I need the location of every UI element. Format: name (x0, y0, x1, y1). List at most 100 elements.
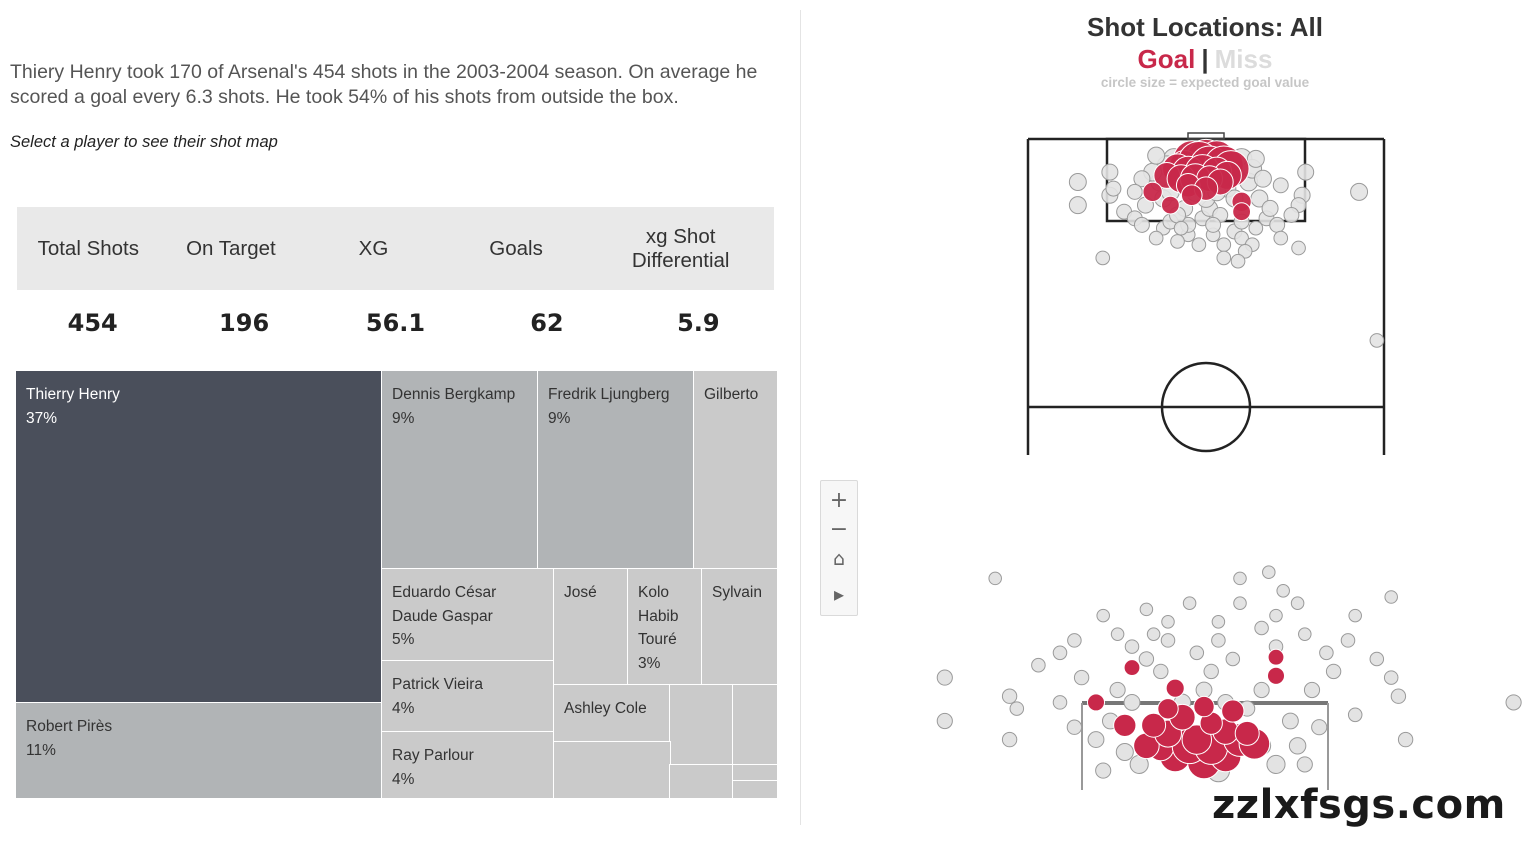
treemap-cell[interactable] (732, 764, 778, 782)
miss-shot-point (1001, 731, 1018, 748)
treemap-cell[interactable] (669, 764, 734, 799)
miss-shot-point (1067, 633, 1082, 648)
miss-shot-point (1237, 243, 1253, 259)
treemap-cell[interactable] (732, 684, 778, 766)
miss-shot-point (1101, 163, 1119, 181)
home-icon[interactable]: ⌂ (832, 548, 846, 570)
miss-shot-point (1216, 237, 1232, 253)
shot-map-subtitle: circle size = expected goal value (1100, 75, 1310, 90)
kpi-xg-value: 56.1 (365, 309, 426, 337)
watermark: zzlxfsgs.com (1212, 782, 1506, 828)
expand-arrow-icon[interactable]: ▸ (833, 582, 845, 606)
treemap-cell[interactable]: Eduardo César Daude Gaspar 5% (381, 568, 555, 662)
miss-shot-point (1095, 250, 1111, 266)
zoom-out-icon[interactable]: − (829, 516, 849, 542)
miss-shot-point (1272, 177, 1289, 194)
miss-shot-point (1383, 670, 1399, 685)
center-circle (1160, 361, 1252, 453)
miss-shot-point (1303, 681, 1321, 699)
miss-shot-point (1052, 695, 1068, 710)
miss-shot-point (936, 712, 953, 730)
zoom-in-icon[interactable]: + (829, 487, 849, 513)
miss-shot-point (1133, 216, 1150, 233)
miss-shot-point (1248, 220, 1264, 236)
treemap-cell-label: Eduardo César Daude Gaspar 5% (392, 584, 497, 648)
miss-shot-point (1052, 645, 1068, 661)
treemap-cell-label: Thierry Henry 37% (26, 386, 120, 427)
miss-shot-point (1087, 731, 1105, 749)
goal-shot-point (1142, 181, 1163, 203)
pitch-shot-map (1026, 132, 1386, 455)
miss-shot-point (1325, 663, 1342, 680)
treemap-cell-label: Gilberto (704, 386, 759, 403)
miss-shot-point (1297, 163, 1315, 181)
miss-shot-point (1153, 663, 1169, 680)
miss-shot-point (1189, 645, 1205, 661)
miss-shot-point (1369, 651, 1385, 667)
treemap-cell-label: Kolo Habib Touré 3% (638, 584, 679, 672)
kpi-total-shots-header: Total Shots (37, 236, 139, 260)
treemap-cell[interactable]: Gilberto (693, 370, 778, 570)
miss-shot-point (1298, 627, 1312, 641)
goal-shot-point (1123, 659, 1141, 677)
map-zoom-controls: + − ⌂ ▸ (820, 480, 858, 616)
miss-shot-point (1105, 180, 1122, 197)
miss-shot-point (1073, 669, 1090, 686)
miss-shot-point (988, 571, 1002, 586)
miss-shot-point (1290, 596, 1305, 610)
miss-shot-point (1233, 571, 1247, 586)
kpi-xg-shot-differential-header: xg Shot Differential (631, 224, 730, 272)
treemap-cell-label: José (564, 584, 597, 601)
treemap-cell-label: Patrick Vieira 4% (392, 676, 484, 717)
miss-shot-point (1261, 199, 1279, 217)
miss-shot-point (1146, 627, 1161, 641)
goal-shot-point (1157, 698, 1179, 720)
goal-shot-point (1234, 720, 1260, 746)
kpi-value-row: 454 196 56.1 62 5.9 (17, 303, 774, 343)
goal-shot-point (1086, 693, 1106, 712)
miss-shot-point (1195, 681, 1213, 699)
treemap-cell[interactable] (669, 684, 734, 766)
miss-shot-point (1068, 196, 1087, 215)
miss-shot-point (1211, 633, 1226, 648)
miss-shot-point (1110, 627, 1125, 641)
miss-shot-point (1182, 596, 1197, 610)
miss-shot-point (1138, 651, 1155, 667)
miss-shot-point (1390, 688, 1407, 704)
goal-shot-point (1221, 699, 1245, 723)
panel-divider (800, 10, 801, 825)
miss-shot-point (1173, 220, 1189, 236)
zoomed-goal-shot-map (936, 565, 1522, 790)
legend-miss[interactable]: Miss (1214, 44, 1273, 74)
miss-shot-point (1369, 333, 1385, 348)
miss-shot-point (1269, 216, 1286, 233)
miss-shot-point (1225, 651, 1241, 667)
miss-shot-point (1216, 250, 1232, 266)
miss-shot-point (1397, 731, 1414, 748)
treemap-cell-label: Fredrik Ljungberg 9% (548, 386, 670, 427)
treemap-cell[interactable]: Sylvain (701, 568, 778, 686)
treemap-cell[interactable]: Fredrik Ljungberg 9% (537, 370, 695, 570)
miss-shot-point (1273, 230, 1289, 246)
miss-shot-point (1230, 253, 1246, 269)
treemap-cell[interactable]: Ray Parlour 4% (381, 731, 555, 799)
kpi-xg-header: XG (358, 236, 389, 260)
treemap-cell[interactable]: Patrick Vieira 4% (381, 660, 555, 733)
treemap-cell[interactable]: Thierry Henry 37% (15, 370, 383, 704)
miss-shot-point (1066, 719, 1083, 735)
treemap-cell[interactable]: Dennis Bergkamp 9% (381, 370, 539, 570)
miss-shot-point (1191, 237, 1207, 253)
treemap-cell[interactable]: Kolo Habib Touré 3% (627, 568, 703, 686)
treemap-cell[interactable]: Ashley Cole (553, 684, 671, 743)
miss-shot-point (1109, 681, 1126, 699)
miss-shot-point (1384, 590, 1398, 604)
treemap-cell[interactable]: José (553, 568, 629, 686)
legend-goal[interactable]: Goal (1137, 44, 1196, 74)
treemap-cell[interactable] (732, 780, 778, 799)
miss-shot-point (1233, 596, 1247, 610)
miss-shot-point (1068, 173, 1087, 191)
treemap-cell[interactable]: Robert Pirès 11% (15, 702, 383, 799)
miss-shot-point (1147, 146, 1166, 165)
treemap-cell[interactable] (553, 741, 671, 799)
select-player-hint: Select a player to see their shot map (10, 133, 278, 151)
